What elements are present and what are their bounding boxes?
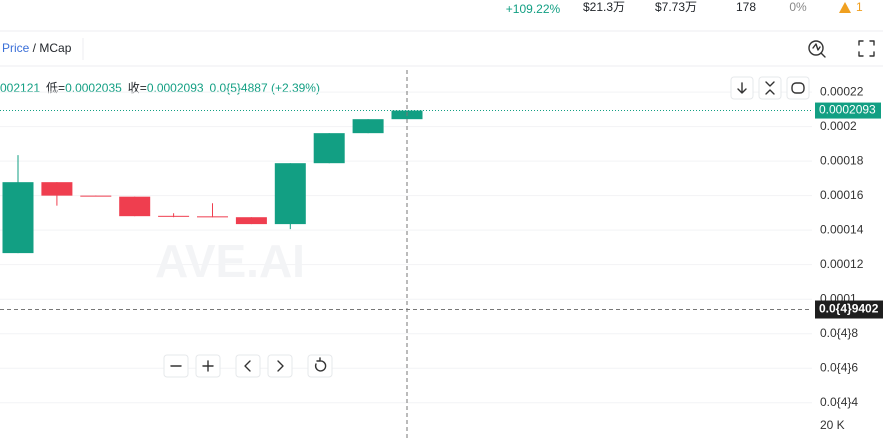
zoom-out-button[interactable] xyxy=(163,354,189,378)
price-toggle[interactable]: Price xyxy=(2,41,30,55)
y-tick-label: 0.0{4}4 xyxy=(820,395,858,409)
volume-label: 20 K xyxy=(820,418,845,432)
close-label: 收= xyxy=(128,81,147,95)
stat-change: +109.22% xyxy=(506,2,561,16)
scroll-latest-button[interactable] xyxy=(730,76,754,100)
candle-body xyxy=(352,119,384,134)
collapse-button[interactable] xyxy=(758,76,782,100)
candle-body xyxy=(41,182,73,196)
stat-liquidity: $21.3万 xyxy=(583,0,625,14)
change-value: 0.0{5}4887 (+2.39%) xyxy=(210,81,320,95)
stat-holders: 178 xyxy=(736,0,756,14)
y-tick-label: 0.00014 xyxy=(820,222,864,236)
candle-body xyxy=(158,215,190,217)
fullscreen-button[interactable] xyxy=(858,40,875,57)
candle-body xyxy=(313,133,345,164)
plot: AVE.AI 0.00022 0.0002 0.00018 0.00016 0.00014… xyxy=(0,70,883,440)
stat-mcap: $7.73万 xyxy=(655,0,697,14)
y-tick-label: 0.00012 xyxy=(820,257,864,271)
candle-body xyxy=(235,217,267,225)
high-value: 002121 xyxy=(0,81,40,95)
separator: / xyxy=(29,41,39,55)
candle-body xyxy=(80,195,112,197)
y-tick-label: 0.00018 xyxy=(820,153,864,167)
indicator-button[interactable] xyxy=(808,40,826,58)
crosshair-label: 0.0{4}9402 xyxy=(819,302,879,316)
mcap-toggle[interactable]: MCap xyxy=(39,41,71,55)
candle-body xyxy=(274,163,306,225)
low-value: 0.0002035 xyxy=(65,81,122,95)
scroll-left-button[interactable] xyxy=(235,354,261,378)
y-tick-label: 0.00016 xyxy=(820,188,864,202)
y-tick-label: 0.00022 xyxy=(820,84,864,98)
crosshair-box xyxy=(815,300,883,319)
ohlc-legend: 002121 低=0.0002035 收=0.0002093 0.0{5}4887 (… xyxy=(0,81,320,95)
candle-body xyxy=(2,182,34,254)
y-tick-label: 0.0{4}6 xyxy=(820,360,858,374)
close-value: 0.0002093 xyxy=(147,81,204,95)
y-tick-label: 0.0002 xyxy=(820,119,857,133)
reset-button[interactable] xyxy=(786,76,810,100)
low-label: 低= xyxy=(46,81,65,95)
stat-tax: 0% xyxy=(789,0,807,14)
watermark: AVE.AI xyxy=(155,235,305,287)
stat-warnings: 1 xyxy=(856,0,863,14)
last-price-box xyxy=(815,102,881,119)
candle-body xyxy=(197,216,228,218)
reset-view-button[interactable] xyxy=(307,354,333,378)
zoom-controls xyxy=(163,354,333,378)
warning-icon xyxy=(839,2,851,13)
scroll-right-button[interactable] xyxy=(267,354,293,378)
last-price-label: 0.0002093 xyxy=(819,103,876,117)
toolbar-price-mcap[interactable]: Price / MCap xyxy=(2,41,72,55)
zoom-in-button[interactable] xyxy=(195,354,221,378)
candle-body xyxy=(119,196,151,217)
y-tick-label: 0.0{4}8 xyxy=(820,326,858,340)
